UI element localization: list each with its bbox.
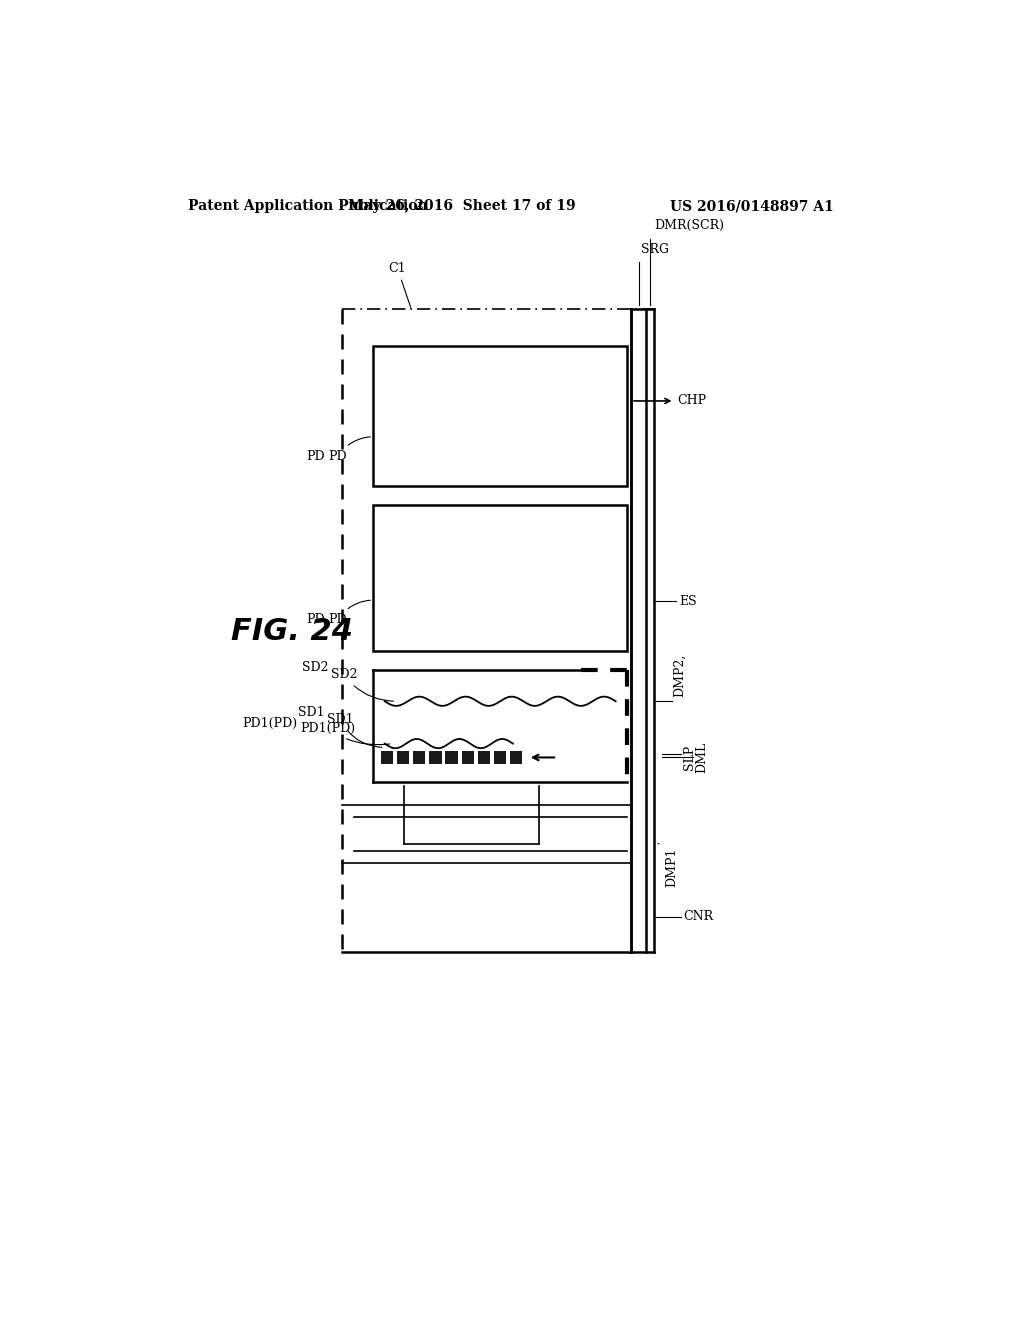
Text: DMP1: DMP1 — [666, 847, 679, 887]
Text: SD1: SD1 — [327, 713, 382, 747]
Bar — [462, 751, 474, 763]
Bar — [445, 751, 458, 763]
Text: Patent Application Publication: Patent Application Publication — [188, 199, 428, 213]
Bar — [373, 506, 628, 651]
Text: DMR(SCR): DMR(SCR) — [654, 219, 724, 231]
Text: CNR: CNR — [683, 911, 714, 924]
Bar — [510, 751, 522, 763]
Bar — [429, 751, 441, 763]
Text: SRG: SRG — [641, 243, 669, 256]
Text: PD1(PD): PD1(PD) — [300, 722, 389, 744]
Text: SD2: SD2 — [331, 668, 393, 701]
Bar — [381, 751, 393, 763]
Text: DMP2,: DMP2, — [674, 655, 686, 697]
Text: CHP: CHP — [634, 395, 707, 408]
Text: May 26, 2016  Sheet 17 of 19: May 26, 2016 Sheet 17 of 19 — [348, 199, 575, 213]
Text: ES: ES — [679, 594, 696, 607]
Bar — [413, 751, 425, 763]
Text: FIG. 24: FIG. 24 — [230, 618, 352, 647]
Bar — [494, 751, 506, 763]
Text: PD1(PD): PD1(PD) — [243, 717, 298, 730]
Text: SD1: SD1 — [298, 706, 325, 719]
Text: PD: PD — [329, 601, 371, 626]
Text: US 2016/0148897 A1: US 2016/0148897 A1 — [670, 199, 834, 213]
Text: SD2: SD2 — [302, 660, 329, 673]
Text: PD: PD — [307, 450, 326, 463]
Bar — [397, 751, 410, 763]
Bar — [373, 346, 628, 486]
Text: C1: C1 — [388, 261, 411, 308]
Text: PD: PD — [307, 614, 326, 626]
Text: DML: DML — [695, 742, 708, 774]
Text: PD: PD — [329, 437, 371, 463]
Text: SLP: SLP — [683, 744, 695, 770]
Bar — [478, 751, 490, 763]
